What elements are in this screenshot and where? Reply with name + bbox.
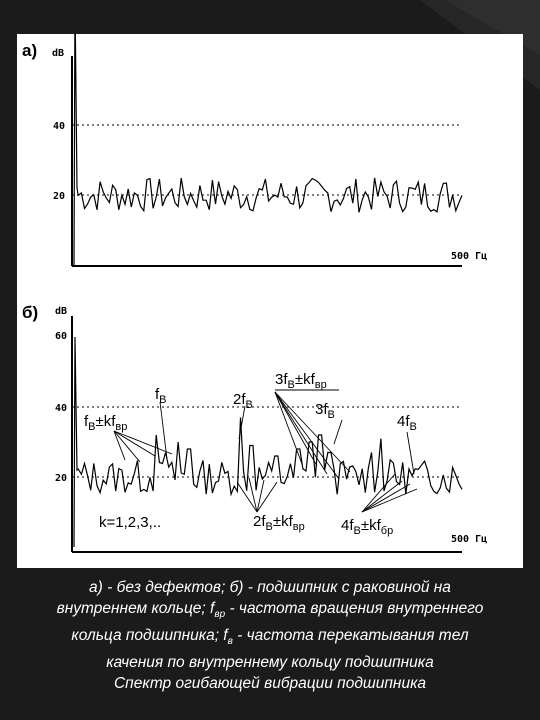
- ylabel-a: dB: [52, 48, 64, 59]
- xlabel-b: 500 Гц: [451, 534, 487, 545]
- spectrum-line-a: [73, 34, 463, 266]
- annotation-pointers: [113, 391, 418, 513]
- label-2fB: 2fВ: [233, 391, 253, 411]
- caption-line-1: а) - без дефектов; б) - подшипник с рако…: [89, 579, 451, 596]
- figure-caption: а) - без дефектов; б) - подшипник с рако…: [10, 577, 530, 694]
- ytick-20-b: 20: [55, 473, 67, 484]
- label-2fB-kfvr: 2fВ±kfвр: [253, 513, 305, 533]
- ytick-40-a: 40: [53, 121, 65, 132]
- panel-label-a: а): [22, 41, 37, 60]
- spectrum-line-b: [73, 336, 463, 548]
- ytick-60-b: 60: [55, 331, 67, 342]
- label-fB-kfvr: fВ±kfвр: [84, 413, 127, 433]
- figure-panel: а) dB 40 20 500 Гц б) dB 60 40 20 500 Гц: [17, 34, 523, 568]
- label-4fB-kfbr: 4fВ±kfбр: [341, 517, 393, 537]
- label-3fB: 3fВ: [315, 401, 335, 421]
- panel-label-b: б): [22, 303, 38, 322]
- chart-a: а) dB 40 20 500 Гц: [22, 34, 487, 267]
- label-4fB: 4fВ: [397, 413, 417, 433]
- label-k-values: k=1,2,3,..: [99, 514, 161, 531]
- chart-b: б) dB 60 40 20 500 Гц: [22, 303, 487, 553]
- caption-line-3: кольца подшипника; fв - частота перекаты…: [71, 627, 469, 648]
- ytick-20-a: 20: [53, 191, 65, 202]
- ytick-40-b: 40: [55, 403, 67, 414]
- caption-line-4: качения по внутреннему кольцу подшипника: [106, 654, 434, 672]
- caption-line-5: Спектр огибающей вибрации подшипника: [113, 675, 427, 693]
- xlabel-a: 500 Гц: [451, 251, 487, 262]
- label-3fB-kfvr: 3fВ±kfвр: [275, 371, 327, 391]
- spectrum-figure: а) dB 40 20 500 Гц б) dB 60 40 20 500 Гц: [22, 34, 487, 553]
- ylabel-b: dB: [55, 306, 67, 317]
- caption-line-2: внутреннем кольце; fвр - частота вращени…: [56, 600, 484, 621]
- label-fB: fВ: [155, 386, 167, 406]
